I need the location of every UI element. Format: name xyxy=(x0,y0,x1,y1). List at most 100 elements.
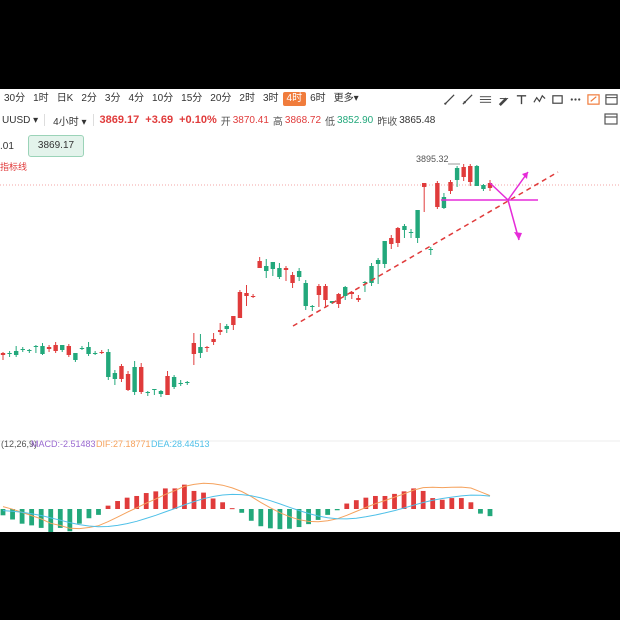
macd-histogram-bar xyxy=(10,509,15,520)
wave-icon[interactable] xyxy=(530,90,548,108)
timeframe-button[interactable]: 15分 xyxy=(181,93,203,104)
text-icon[interactable] xyxy=(512,90,530,108)
price-change-pct: +0.10% xyxy=(179,114,217,126)
macd-histogram-bar xyxy=(458,498,464,509)
candle-body xyxy=(139,367,144,392)
candle-body xyxy=(250,296,256,297)
open-label: 开 xyxy=(220,116,231,128)
macd-histogram-bar xyxy=(57,509,63,528)
candle-body xyxy=(435,183,440,207)
candle-body xyxy=(119,366,124,379)
macd-histogram-bar xyxy=(277,509,283,530)
order-quantity[interactable]: .01 xyxy=(0,140,14,152)
high-value: 3868.72 xyxy=(284,114,322,126)
macd-histogram-bar xyxy=(172,488,178,509)
brush-icon[interactable] xyxy=(494,90,512,108)
price-chart[interactable]: 3895.32 (12,26,9)MACD:-2.51483 DIF:27.187… xyxy=(0,89,620,532)
timeframe-button[interactable]: 6时 xyxy=(310,93,326,104)
candle-body xyxy=(323,286,328,300)
macd-histogram-bar xyxy=(258,509,264,527)
candle-body xyxy=(79,348,85,349)
candle-body xyxy=(310,306,315,307)
candle-body xyxy=(362,282,368,283)
macd-histogram-bar xyxy=(411,488,417,509)
candle-body xyxy=(158,391,164,394)
candle-body xyxy=(349,292,354,294)
price-change: +3.69 xyxy=(145,114,174,126)
candles-layer: 3895.32 xyxy=(0,154,620,442)
timeframe-button[interactable]: 3分 xyxy=(104,93,121,104)
macd-histogram-bar xyxy=(449,498,455,509)
macd-histogram-bar xyxy=(334,509,340,511)
macd-histogram-bar xyxy=(162,488,168,509)
candle-body xyxy=(474,166,480,186)
timeframe-button[interactable]: 2时 xyxy=(239,93,255,104)
timeframe-button[interactable]: 2分 xyxy=(81,93,97,104)
dif-line xyxy=(2,482,491,530)
timeframe-button[interactable]: 1时 xyxy=(33,93,49,104)
candle-body xyxy=(171,377,177,387)
candle-body xyxy=(421,183,427,187)
macd-histogram-bar xyxy=(48,509,54,532)
quick-order-row: .01 3869.17 xyxy=(0,135,84,157)
candle-body xyxy=(415,210,420,238)
interval-selector[interactable]: 4小时 ▾ xyxy=(53,116,87,128)
more-dots-icon[interactable] xyxy=(566,90,584,108)
candle-body xyxy=(428,249,433,250)
arrowhead-up xyxy=(522,172,528,179)
indicator-tag[interactable]: 指标线 xyxy=(0,162,28,172)
candle-body xyxy=(86,347,91,354)
macd-histogram-bar xyxy=(76,509,82,524)
screenshot-icon[interactable] xyxy=(584,90,602,108)
candle-body xyxy=(461,167,466,177)
panel-toggle-icon[interactable] xyxy=(604,112,618,126)
macd-histogram-bar xyxy=(0,509,6,516)
dea-line xyxy=(2,493,491,528)
macd-histogram-bar xyxy=(105,505,111,509)
candle-body xyxy=(237,292,243,318)
candle-body xyxy=(270,262,276,269)
macd-histogram-bar xyxy=(392,493,397,509)
timeframe-button[interactable]: 30分 xyxy=(4,93,26,104)
settings-icon[interactable] xyxy=(602,90,620,108)
high-label: 高 xyxy=(272,116,283,128)
candle-body xyxy=(316,286,322,295)
candle-body xyxy=(217,330,223,332)
macd-histogram-bar xyxy=(96,509,101,515)
trend-line-icon[interactable] xyxy=(440,90,458,108)
dif-value-label: DIF:27.18771 xyxy=(96,439,151,449)
macd-histogram-bar xyxy=(153,491,159,509)
channel-icon[interactable] xyxy=(476,90,494,108)
candle-body xyxy=(487,183,493,188)
ray-icon[interactable] xyxy=(458,90,476,108)
timeframe-button[interactable]: 4时 xyxy=(282,92,307,106)
macd-histogram-bar xyxy=(315,509,321,520)
timeframe-button[interactable]: 日K xyxy=(56,93,74,104)
timeframe-button[interactable]: 20分 xyxy=(210,93,232,104)
macd-histogram-bar xyxy=(86,509,92,519)
macd-histogram-bar xyxy=(430,498,436,509)
timeframe-button[interactable]: 4分 xyxy=(128,93,145,104)
timeframe-button[interactable]: 10分 xyxy=(152,93,174,104)
candle-body xyxy=(375,260,381,264)
timeframe-button[interactable]: 3时 xyxy=(262,93,279,104)
rectangle-icon[interactable] xyxy=(548,90,566,108)
candle-body xyxy=(290,275,295,283)
timeframe-button[interactable]: 更多▾ xyxy=(333,93,359,104)
order-price-button[interactable]: 3869.17 xyxy=(28,135,84,157)
candle-body xyxy=(20,349,25,350)
macd-histogram-bar xyxy=(248,509,254,521)
candle-body xyxy=(7,353,12,354)
macd-histogram-bar xyxy=(420,490,426,509)
candle-body xyxy=(92,353,98,354)
last-price: 3869.17 xyxy=(99,114,140,126)
macd-histogram-bar xyxy=(67,509,73,532)
candle-body xyxy=(165,376,170,395)
macd-histogram-bar xyxy=(134,495,140,509)
candle-body xyxy=(211,339,216,342)
candle-body xyxy=(40,346,45,354)
symbol-selector[interactable]: UUSD ▾ xyxy=(2,114,39,126)
macd-histogram-bar xyxy=(478,509,483,514)
dea-value-label: DEA:28.44513 xyxy=(151,439,210,449)
macd-histogram-bar xyxy=(19,509,25,524)
